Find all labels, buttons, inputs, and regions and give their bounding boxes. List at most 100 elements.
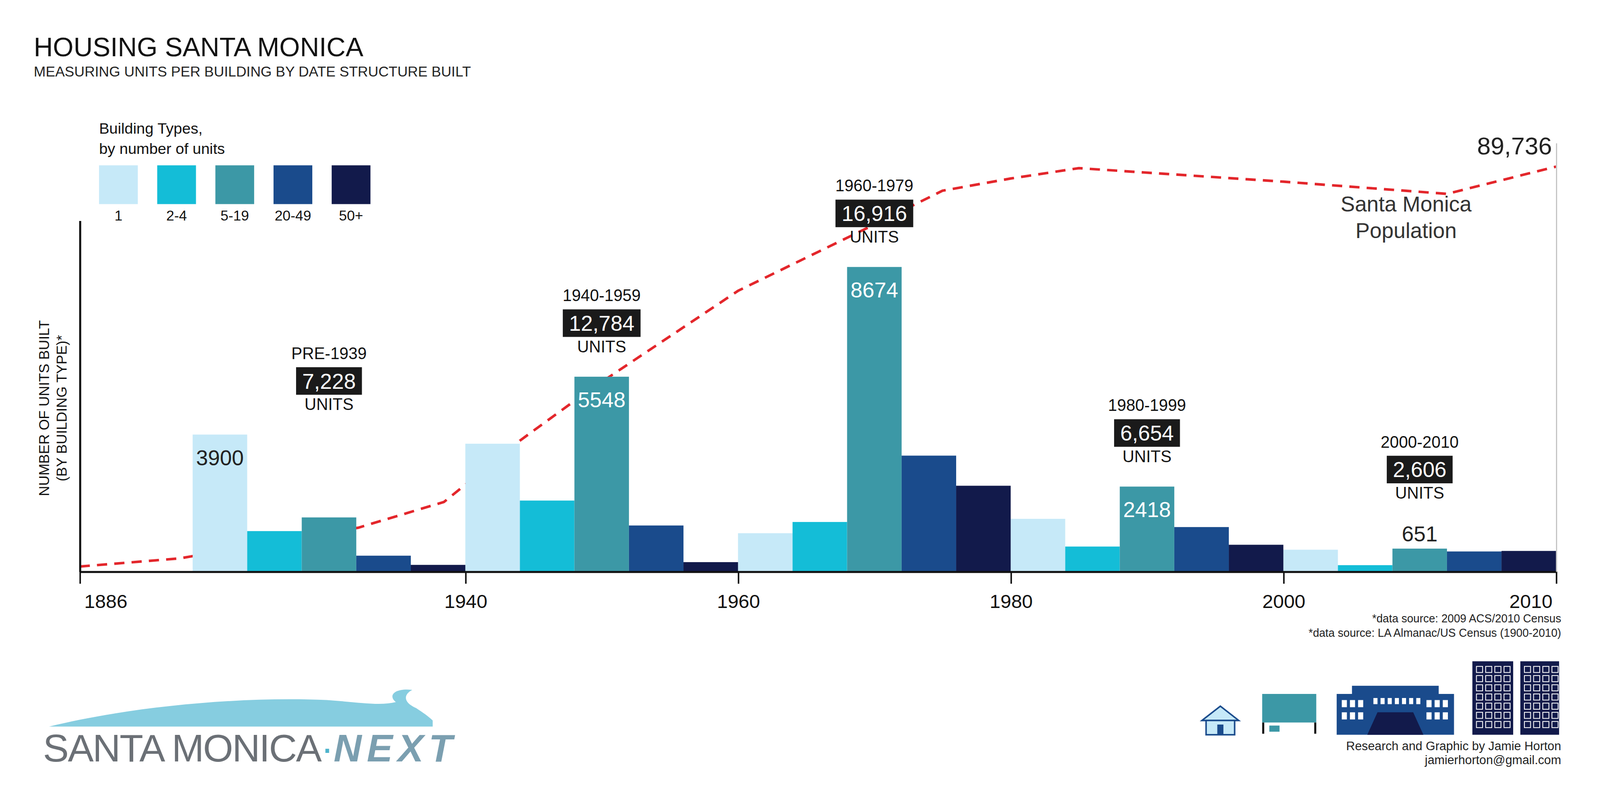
x-tick: 2010 [1509, 571, 1557, 612]
bar [737, 533, 793, 572]
legend: Building Types,by number of units12-45-1… [98, 119, 371, 224]
period-label: 1960-1979 [835, 176, 914, 195]
icon [1542, 721, 1550, 728]
x-tick: 1886 [80, 571, 128, 612]
x-tick-label: 2000 [1262, 590, 1306, 612]
bar [1119, 486, 1175, 572]
icon [1485, 702, 1493, 710]
icon [1394, 697, 1399, 705]
footnote: *data source: 2009 ACS/2010 Census [1372, 611, 1562, 625]
icon [1472, 660, 1514, 735]
group-annotations: UNITS7,228PRE-1939UNITS12,7841940-1959UN… [291, 176, 1459, 503]
icon [1524, 702, 1531, 710]
bar [1392, 548, 1448, 572]
icon [1533, 666, 1540, 673]
icon [1533, 712, 1540, 719]
icon [1551, 693, 1559, 701]
icon [1524, 721, 1531, 728]
icon [1357, 700, 1363, 708]
icon [1485, 712, 1493, 719]
x-tick-label: 1960 [716, 590, 760, 612]
icon [1533, 693, 1540, 701]
x-axis: 188619401960198020002010 [80, 571, 1557, 612]
bar [519, 500, 575, 572]
y-axis-line [79, 220, 82, 572]
icon [1387, 697, 1392, 705]
total-box [296, 367, 362, 395]
subtitle: MEASURING UNITS PER BUILDING BY DATE STR… [33, 63, 472, 80]
icon [1494, 721, 1502, 728]
x-tick: 1960 [716, 571, 760, 612]
x-tick-mark [1283, 571, 1285, 584]
bar [792, 521, 847, 572]
icon [1262, 693, 1317, 723]
icon [1485, 721, 1493, 728]
icon [1442, 712, 1448, 720]
legend-label: 2-4 [166, 207, 188, 224]
line-layer [79, 166, 1556, 567]
bar [1283, 549, 1338, 571]
bar [192, 434, 248, 572]
x-tick-mark [1010, 571, 1012, 584]
x-tick-mark [79, 571, 81, 584]
icon [1524, 675, 1531, 682]
data-label: 2418 [1123, 497, 1171, 522]
bar [301, 517, 357, 572]
units-label: UNITS [1122, 447, 1172, 466]
x-tick-label: 1886 [84, 590, 128, 612]
logo-text: SANTA MONICA·NEXT [42, 726, 458, 770]
icon [1341, 700, 1347, 708]
total-label: 7,228 [302, 369, 356, 394]
icon [1504, 684, 1511, 692]
data-label: 8674 [850, 278, 899, 302]
legend-swatch [331, 165, 371, 204]
icon [1494, 702, 1502, 710]
total-label: 16,916 [841, 201, 908, 226]
chart: HOUSING SANTA MONICAMEASURING UNITS PER … [0, 0, 1600, 797]
data-label: 3900 [196, 445, 244, 470]
data-labels: 3900554886742418651 [196, 278, 1438, 546]
icon [1504, 712, 1511, 719]
icon [1476, 721, 1483, 728]
legend-label: 1 [114, 207, 123, 224]
line-value-label: 89,736 [1477, 132, 1552, 160]
icon [1217, 724, 1224, 735]
legend-swatch [215, 165, 255, 204]
icon [1551, 675, 1559, 682]
logo-accent: NEXT [333, 726, 458, 770]
icon [1542, 666, 1550, 673]
icon [1426, 712, 1432, 720]
logo-name: SANTA MONICA [42, 726, 322, 770]
data-label: 5548 [577, 387, 626, 412]
logo: SANTA MONICA·NEXT [42, 689, 458, 769]
icon [1494, 666, 1502, 673]
period-label: 2000-2010 [1380, 432, 1459, 452]
icon [1476, 712, 1483, 719]
building-icons [1201, 660, 1560, 735]
icon [1504, 675, 1511, 682]
icon [1504, 693, 1511, 701]
icon [1542, 702, 1550, 710]
icon [1542, 693, 1550, 701]
total-label: 12,784 [568, 311, 635, 336]
bar [1065, 546, 1120, 571]
icon [1434, 712, 1440, 720]
icon [1476, 693, 1483, 701]
icon [1367, 712, 1424, 735]
y2-axis-line [1555, 143, 1557, 572]
icon [1524, 666, 1531, 673]
icon [1352, 685, 1439, 697]
line-name: Santa MonicaPopulation [1340, 192, 1472, 243]
legend-title: Building Types, [98, 119, 203, 137]
icon [1476, 702, 1483, 710]
icon [1269, 725, 1280, 732]
y-axis-label: NUMBER OF UNITS BUILT [35, 320, 53, 497]
bar [465, 443, 520, 572]
y-axis-label: (BY BUILDING TYPE)* [53, 335, 70, 482]
total-label: 6,654 [1120, 421, 1174, 445]
bar [1010, 518, 1066, 572]
credit: Research and Graphic by Jamie Horton [1346, 738, 1562, 753]
icon [1357, 712, 1363, 720]
icon [1494, 675, 1502, 682]
icon [1416, 697, 1421, 705]
